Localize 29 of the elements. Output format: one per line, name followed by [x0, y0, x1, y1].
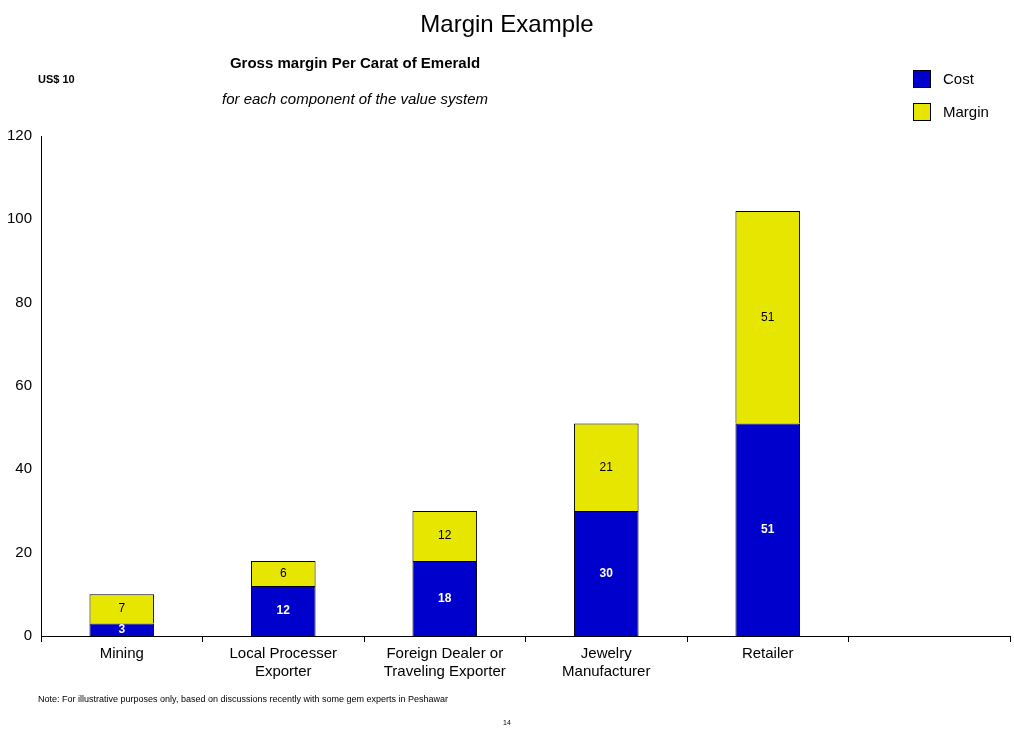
- data-label: 6: [279, 565, 287, 580]
- data-label: 51: [761, 522, 775, 537]
- data-label: 12: [438, 528, 452, 543]
- chart-subtitle: Gross margin Per Carat of Emerald: [228, 54, 482, 71]
- y-tick-label: 20: [15, 542, 33, 560]
- y-tick-label: 120: [7, 126, 33, 144]
- x-tick-label: Mining: [99, 644, 144, 662]
- data-label: 51: [761, 309, 775, 324]
- legend-label: Cost: [943, 70, 974, 87]
- text: Note: For illustrative purposes only, based on discussions recently with some gem experts in Peshawar: [38, 694, 449, 704]
- x-tick-label: Jewelry Manufacturer: [562, 644, 651, 680]
- y-tick-label: 40: [15, 459, 33, 477]
- chart-title: Margin Example: [419, 10, 595, 38]
- data-label: 18: [438, 590, 452, 605]
- data-label: 21: [599, 459, 614, 474]
- y-tick-label: 80: [15, 292, 33, 310]
- x-tick-label: Retailer: [741, 644, 794, 662]
- y-tick-label: 60: [15, 376, 33, 394]
- x-tick-label: Local Processer Exporter: [229, 644, 338, 680]
- data-label: 3: [118, 622, 126, 637]
- y-axis-title: US$ 10: [38, 73, 75, 85]
- data-label: 12: [276, 603, 291, 618]
- data-label: 30: [599, 565, 614, 580]
- y-tick-label: 100: [7, 209, 33, 227]
- y-tick-label: 0: [23, 626, 33, 644]
- x-tick-label: Foreign Dealer or Traveling Exporter: [383, 644, 506, 680]
- data-label: 7: [118, 601, 126, 616]
- legend-label: Margin: [943, 103, 989, 120]
- text: for each component of the value system: [221, 90, 489, 107]
